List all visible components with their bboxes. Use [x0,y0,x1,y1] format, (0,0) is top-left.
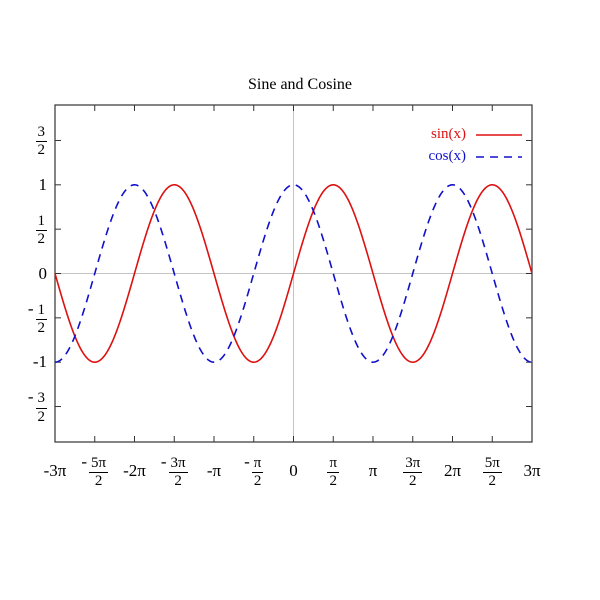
fraction: 3π 2 [403,455,423,491]
chart-title: Sine and Cosine [248,76,352,93]
x-tick-label: -5π 2 [55,446,135,496]
minus-sign: - [81,451,88,471]
fraction-denominator: 2 [253,473,262,489]
minus-sign: - [27,298,34,318]
minus-sign: - [244,451,250,471]
fraction-denominator: 2 [37,319,46,336]
legend-label-sin: sin(x) [431,126,466,142]
fraction-numerator: 3 [35,390,47,409]
fraction-numerator: π [327,455,340,473]
fraction-denominator: 2 [488,473,496,489]
fraction-numerator: π [251,455,264,473]
fraction-denominator: 2 [174,473,182,489]
y-tick-label: -1 [32,352,47,372]
x-tick-label: 0 [289,461,298,480]
y-tick-label: 1 [38,174,48,194]
x-tick-label: π [368,461,378,480]
y-tick-label: 0 [38,263,48,283]
minus-sign: - [160,451,167,471]
fraction-denominator: 2 [37,142,46,159]
fraction: 3π 2 [168,455,188,491]
fraction-numerator: 5π [482,455,502,473]
x-tick-label: 3π [523,461,541,480]
legend-item-sin: sin(x) [429,126,522,143]
legend-line-sample-sin [476,133,522,136]
fraction-denominator: 2 [408,473,417,489]
fraction-denominator: 2 [329,473,337,489]
fraction-denominator: 2 [94,473,103,489]
legend-label-cos: cos(x) [428,148,467,164]
cos-curve [54,184,532,363]
fraction-numerator: 3π [168,455,188,473]
x-tick-label: 2π [443,461,462,480]
x-tick-label: -π [206,461,222,480]
sin-curve [54,184,533,363]
fraction-numerator: 3π [403,455,423,473]
x-tick-label: -3π 2 [134,446,214,496]
fraction-numerator: 1 [35,302,47,320]
fraction-denominator: 2 [37,408,46,425]
fraction-numerator: 1 [35,213,47,232]
legend-line-sample-cos [476,155,522,158]
fraction-numerator: 5π [89,455,109,473]
x-tick-label: -3π [43,461,67,480]
x-tick-label: 3π 2 [373,446,453,496]
fraction: 5π 2 [89,455,109,491]
minus-sign: - [27,387,34,407]
fraction-denominator: 2 [37,231,46,248]
fraction: 5π 2 [482,455,502,491]
x-tick-label: 5π 2 [452,446,532,496]
x-tick-label: -2π [123,461,146,480]
legend: sin(x) cos(x) [428,126,522,165]
legend-item-cos: cos(x) [428,148,522,165]
fraction-numerator: 3 [35,124,47,143]
